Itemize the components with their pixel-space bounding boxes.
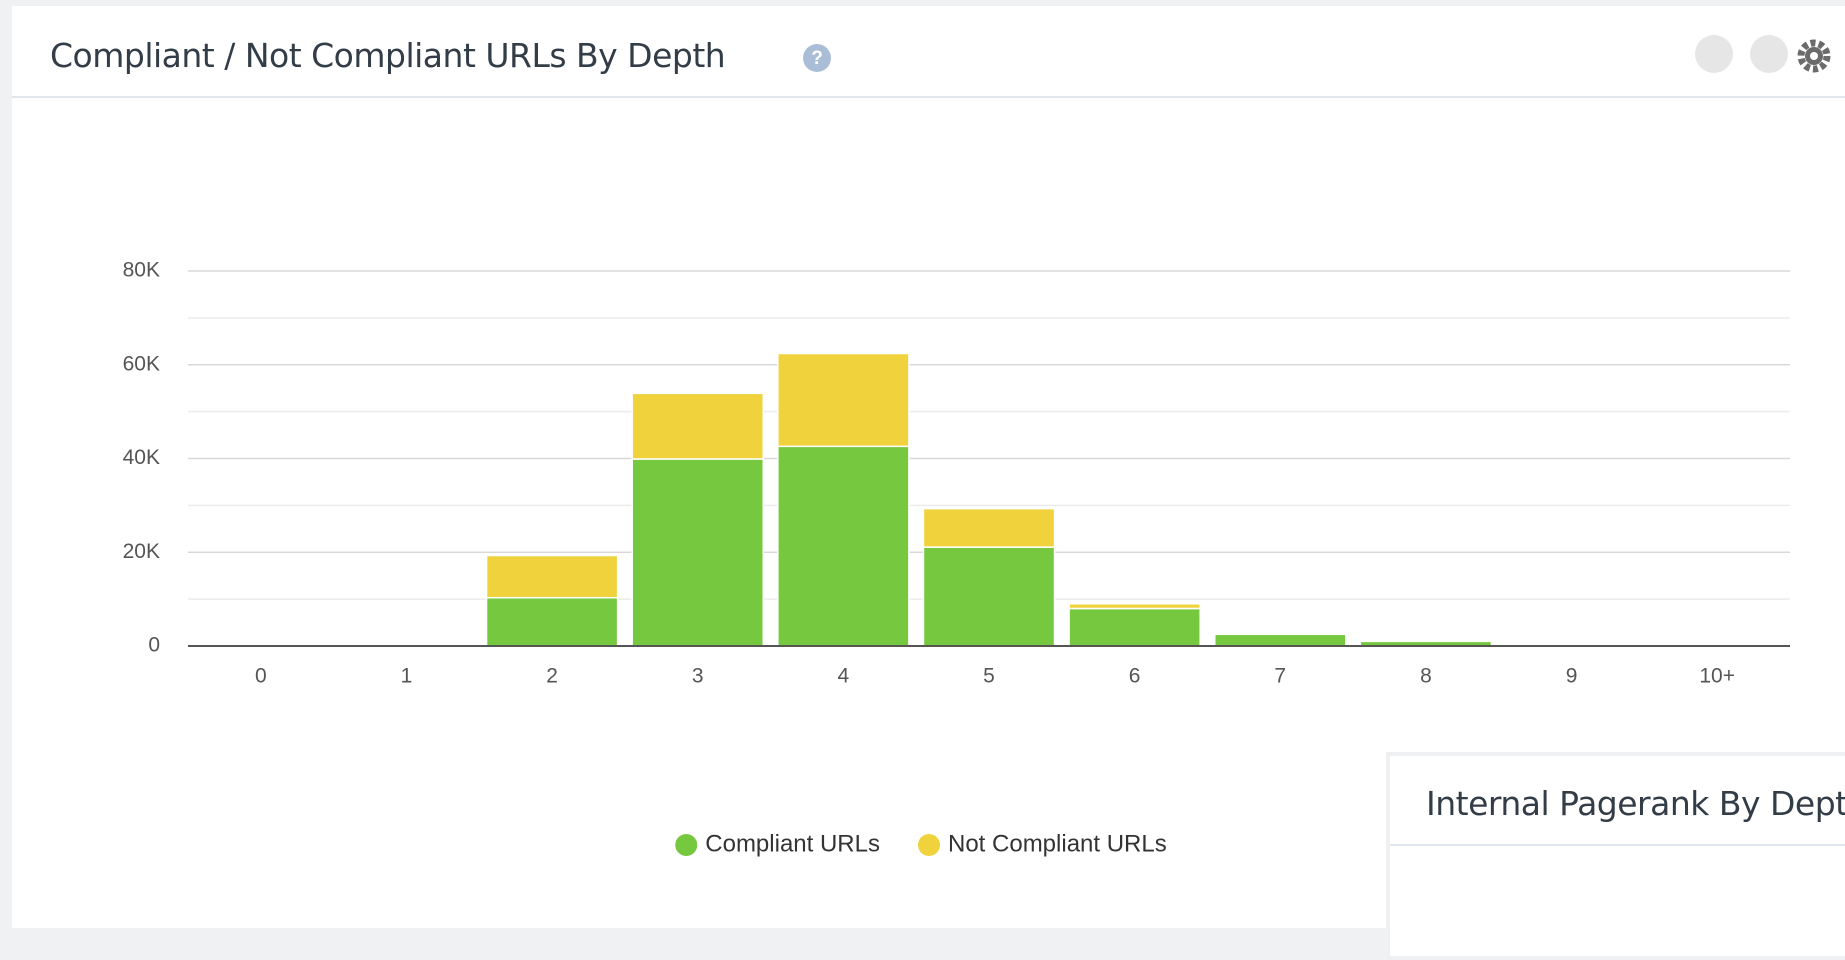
page: Compliant / Not Compliant URLs By Depth … <box>0 0 1845 928</box>
bar-segment <box>923 509 1054 547</box>
bar-segment <box>632 393 763 459</box>
bar-segment <box>1069 609 1200 647</box>
x-tick-label: 5 <box>983 665 995 688</box>
second-panel: Internal Pagerank By Depth <box>1386 752 1845 960</box>
bar-segment <box>778 354 909 447</box>
second-panel-header: Internal Pagerank By Depth <box>1390 756 1845 846</box>
bar-segment <box>1215 633 1346 634</box>
legend-marker <box>918 834 940 856</box>
x-tick-label: 9 <box>1566 665 1578 688</box>
y-tick-label: 80K <box>123 259 160 282</box>
bar-segment <box>1069 604 1200 609</box>
x-tick-label: 1 <box>401 665 413 688</box>
x-tick-label: 2 <box>546 665 558 688</box>
x-tick-label: 6 <box>1129 665 1141 688</box>
bar-segment <box>1215 634 1346 646</box>
y-tick-label: 40K <box>123 446 160 469</box>
x-tick-label: 7 <box>1274 665 1286 688</box>
x-tick-label: 10+ <box>1699 665 1735 688</box>
x-tick-label: 0 <box>255 665 267 688</box>
legend-marker <box>675 834 697 856</box>
y-tick-label: 60K <box>123 352 160 375</box>
bar-segment <box>487 598 618 646</box>
bar-segment <box>632 459 763 646</box>
bar-segment <box>923 547 1054 646</box>
x-tick-label: 4 <box>838 665 850 688</box>
y-tick-label: 0 <box>148 634 160 657</box>
bar-segment <box>487 556 618 598</box>
legend: Compliant URLs Not Compliant URLs <box>675 830 1166 857</box>
bar-segment <box>778 446 909 646</box>
x-tick-label: 8 <box>1420 665 1432 688</box>
y-tick-label: 20K <box>123 540 160 563</box>
legend-label: Not Compliant URLs <box>948 830 1167 857</box>
second-panel-title: Internal Pagerank By Depth <box>1426 784 1845 823</box>
x-tick-label: 3 <box>692 665 704 688</box>
legend-label: Compliant URLs <box>705 830 880 857</box>
